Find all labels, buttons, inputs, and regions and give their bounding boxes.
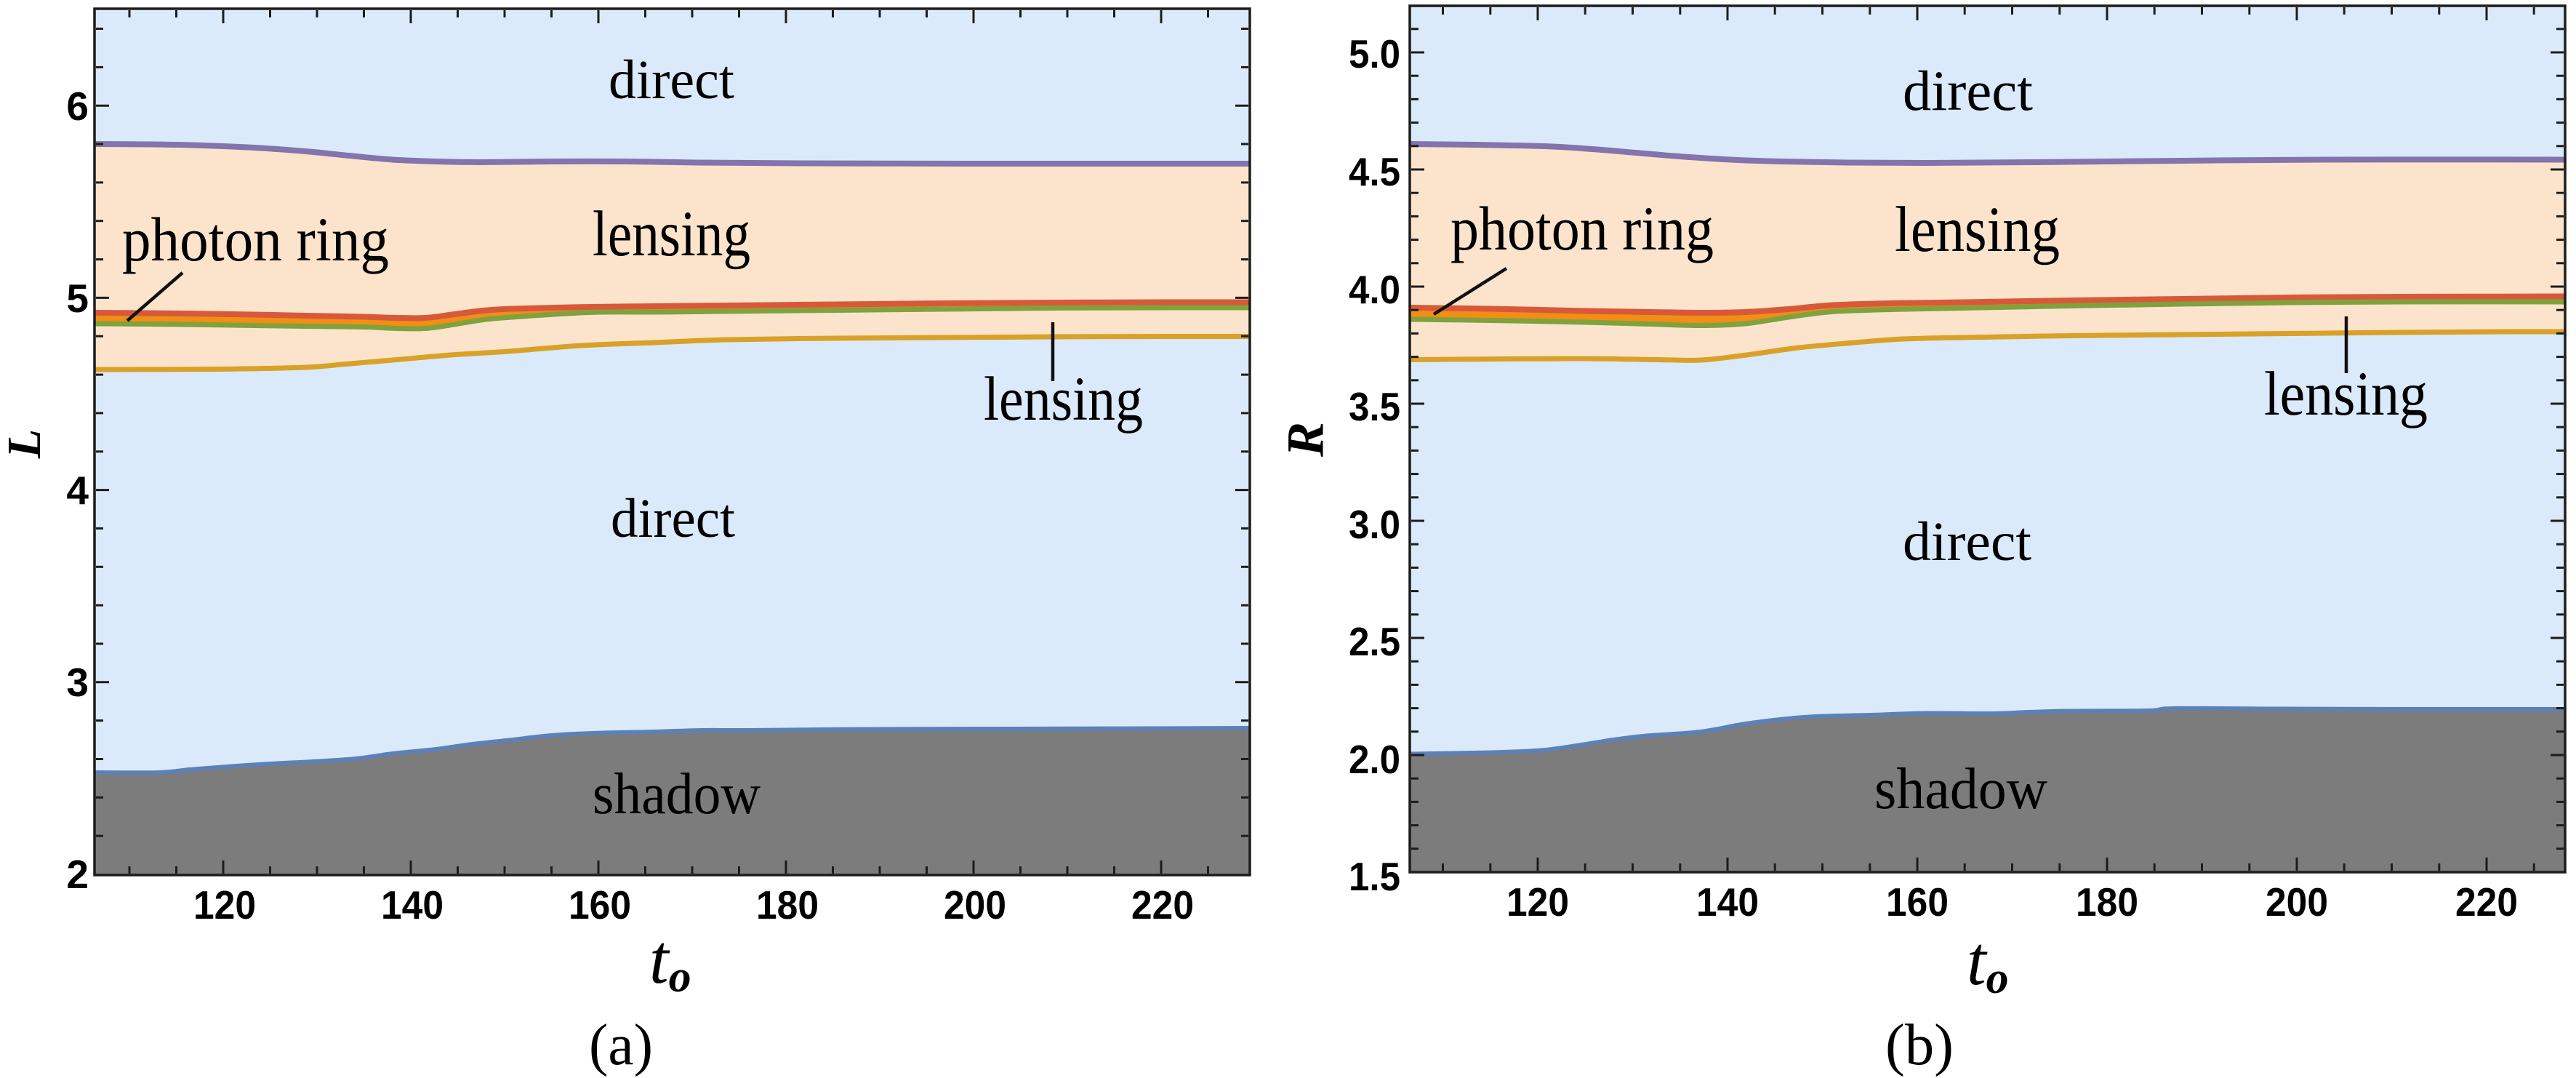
svg-text:(b): (b) [1885,1013,1954,1077]
svg-text:shadow: shadow [1874,756,2047,821]
svg-text:160: 160 [569,882,631,927]
svg-text:lensing: lensing [1895,194,2060,265]
svg-text:shadow: shadow [593,761,761,826]
svg-text:3.5: 3.5 [1349,384,1400,429]
svg-text:5.0: 5.0 [1349,31,1400,76]
svg-text:4.0: 4.0 [1349,267,1400,312]
svg-text:200: 200 [2266,879,2328,925]
svg-text:160: 160 [1886,879,1949,925]
svg-text:lensing: lensing [593,199,750,270]
svg-text:140: 140 [381,882,444,927]
svg-text:140: 140 [1696,879,1759,925]
svg-text:4: 4 [66,468,89,513]
svg-text:R: R [1277,422,1335,458]
svg-text:4.5: 4.5 [1349,149,1400,194]
svg-text:120: 120 [193,882,256,927]
svg-text:120: 120 [1506,879,1569,925]
svg-text:2: 2 [66,852,89,897]
svg-text:3.0: 3.0 [1349,502,1400,547]
svg-text:2.5: 2.5 [1349,619,1400,664]
svg-text:220: 220 [1131,882,1194,927]
svg-text:5: 5 [66,276,89,321]
svg-text:lensing: lensing [984,364,1143,434]
svg-text:direct: direct [611,488,735,549]
svg-text:L: L [0,429,51,459]
svg-text:200: 200 [944,882,1006,927]
svg-text:1.5: 1.5 [1349,854,1400,899]
svg-text:180: 180 [2076,879,2138,925]
svg-text:(a): (a) [589,1013,653,1077]
svg-text:2.0: 2.0 [1349,737,1400,782]
svg-text:direct: direct [1903,511,2031,572]
svg-text:photon ring: photon ring [1450,193,1714,263]
svg-text:photon ring: photon ring [122,204,389,274]
svg-text:direct: direct [609,49,734,111]
svg-text:180: 180 [756,882,819,927]
svg-text:220: 220 [2455,879,2518,925]
svg-text:3: 3 [66,660,89,705]
svg-text:direct: direct [1903,59,2033,122]
svg-text:6: 6 [66,84,89,129]
